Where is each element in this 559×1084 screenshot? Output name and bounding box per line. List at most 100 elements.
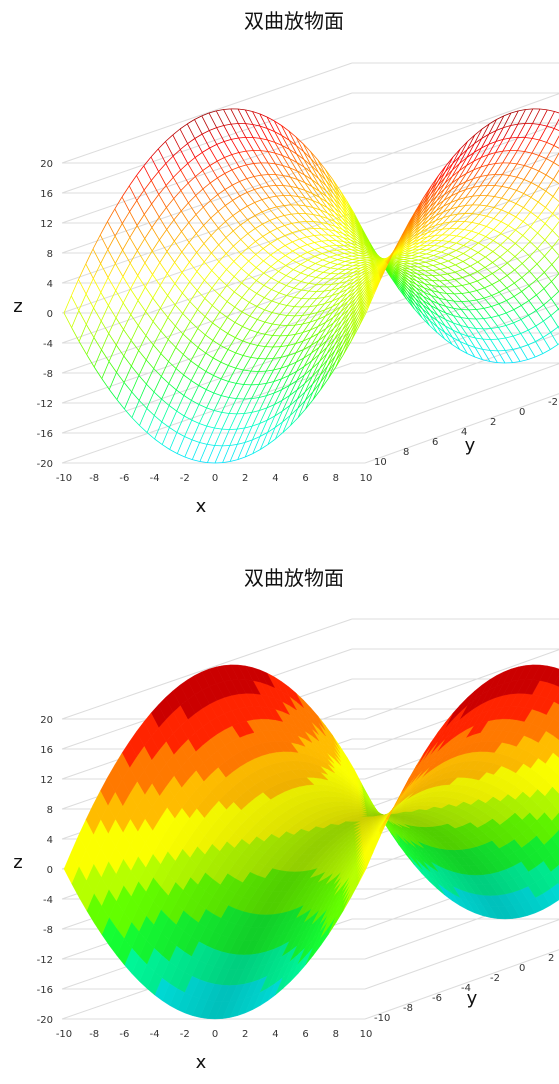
wire-segment: [269, 185, 276, 186]
wire-segment: [316, 278, 324, 279]
wire-segment: [206, 358, 213, 371]
wire-segment: [278, 256, 285, 261]
wire-segment: [447, 279, 455, 280]
wire-segment: [232, 155, 240, 167]
wire-segment: [139, 376, 147, 385]
wire-segment: [536, 289, 544, 295]
wire-segment: [217, 144, 225, 157]
wire-segment: [251, 357, 259, 358]
wire-segment: [528, 326, 536, 330]
wire-segment: [235, 322, 243, 326]
wire-segment: [285, 242, 292, 246]
wire-segment: [261, 151, 268, 152]
wire-segment: [101, 264, 109, 278]
wire-segment: [345, 259, 352, 261]
wire-segment: [426, 262, 433, 265]
wire-segment: [250, 316, 257, 319]
wire-segment: [173, 135, 181, 150]
wire-segment: [144, 157, 151, 166]
wire-segment: [264, 285, 272, 289]
wire-segment: [262, 186, 269, 187]
wire-segment: [457, 230, 465, 236]
wire-segment: [188, 183, 196, 195]
wire-segment: [307, 243, 314, 245]
wire-segment: [240, 225, 248, 234]
wire-segment: [239, 167, 247, 179]
wire-segment: [485, 278, 492, 285]
wire-segment: [502, 198, 509, 200]
wire-segment: [123, 237, 130, 250]
wire-segment: [270, 221, 278, 229]
wire-segment: [79, 280, 87, 295]
wire-segment: [463, 254, 470, 258]
wire-segment: [449, 236, 457, 242]
wire-segment: [551, 316, 558, 327]
wire-segment: [184, 375, 192, 381]
wire-segment: [185, 457, 193, 460]
wire-segment: [265, 310, 273, 313]
wire-segment: [231, 124, 238, 125]
wire-segment: [411, 261, 418, 263]
wire-segment: [539, 126, 547, 140]
wire-segment: [122, 212, 129, 224]
wire-segment: [483, 339, 490, 350]
wire-segment: [439, 166, 446, 176]
wire-segment: [477, 281, 484, 288]
wire-segment: [427, 250, 434, 251]
wire-segment: [314, 235, 321, 236]
wire-segment: [284, 196, 292, 205]
wire-segment: [168, 284, 175, 296]
wire-segment: [449, 229, 457, 235]
wire-segment: [228, 322, 235, 333]
wire-segment: [279, 276, 286, 283]
wire-segment: [257, 307, 265, 310]
y-tick-label: 2: [490, 417, 496, 428]
wire-segment: [204, 236, 211, 244]
wire-segment: [240, 211, 248, 220]
wire-segment: [500, 251, 508, 257]
x-tick-label: -2: [180, 473, 190, 484]
wire-segment: [137, 201, 145, 215]
wire-segment: [337, 254, 344, 255]
wire-segment: [192, 420, 200, 423]
wire-segment: [226, 238, 234, 247]
wire-segment: [220, 329, 228, 334]
wire-segment: [325, 169, 332, 179]
wire-segment: [166, 135, 173, 142]
wire-segment: [255, 224, 262, 228]
wire-segment: [261, 175, 268, 176]
wire-segment: [345, 258, 353, 260]
wire-segment: [190, 272, 197, 282]
wire-segment: [202, 152, 210, 165]
wire-segment: [554, 146, 559, 150]
wire-segment: [187, 120, 194, 124]
wire-segment: [475, 129, 482, 135]
wire-segment: [286, 279, 293, 286]
wire-segment: [301, 276, 308, 282]
z-gridline-right: [365, 273, 559, 373]
wire-segment: [286, 270, 293, 276]
wire-segment: [256, 242, 264, 249]
wire-segment: [244, 385, 251, 399]
wire-segment: [485, 257, 492, 262]
wire-segment: [287, 307, 294, 316]
wire-segment: [522, 264, 529, 272]
wire-segment: [288, 325, 295, 335]
wire-segment: [462, 292, 470, 293]
wire-segment: [219, 262, 227, 270]
wire-segment: [476, 308, 484, 309]
wire-segment: [174, 232, 181, 242]
wire-segment: [264, 290, 271, 298]
wire-segment: [213, 358, 221, 362]
wire-segment: [243, 344, 250, 356]
wire-segment: [514, 296, 521, 305]
wire-segment: [299, 231, 307, 237]
wire-segment: [108, 306, 116, 318]
wire-segment: [535, 354, 543, 357]
wire-segment: [322, 254, 330, 257]
wire-segment: [440, 268, 448, 270]
wire-segment: [229, 398, 237, 399]
wire-segment: [254, 190, 262, 200]
wire-segment: [263, 261, 271, 267]
z-gridline-depth: [62, 63, 352, 163]
